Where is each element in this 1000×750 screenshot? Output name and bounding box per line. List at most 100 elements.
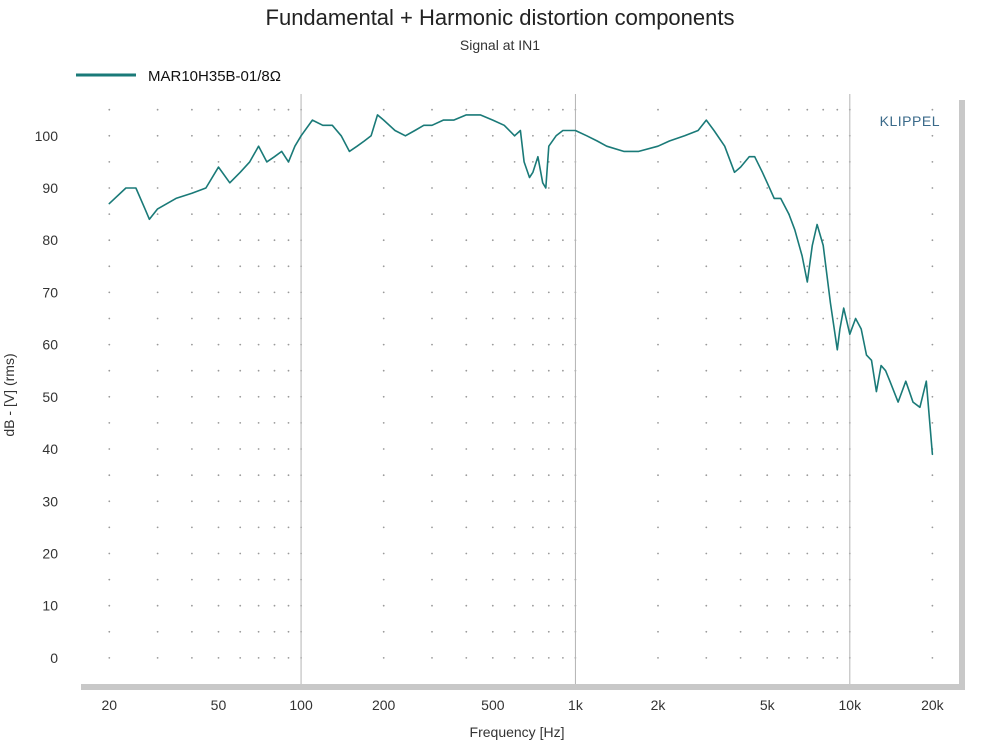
grid-dot: [532, 604, 534, 607]
grid-dot: [156, 239, 159, 242]
grid-dot: [836, 448, 839, 450]
y-tick-label: 50: [42, 389, 58, 405]
grid-dot: [562, 657, 564, 659]
x-tick-label: 20: [101, 697, 117, 713]
grid-dot: [836, 134, 839, 137]
grid-dot: [431, 474, 433, 477]
grid-dot: [931, 213, 934, 216]
grid-dot: [788, 395, 790, 398]
grid-dot: [239, 187, 242, 189]
grid-dot: [532, 161, 534, 163]
grid-dot: [766, 604, 769, 607]
grid-dot: [532, 108, 534, 111]
grid-dot: [547, 657, 550, 659]
grid-dot: [739, 630, 742, 633]
grid-dot: [191, 187, 193, 189]
grid-dot: [287, 448, 290, 450]
grid-dot: [257, 291, 260, 294]
grid-dot: [382, 108, 385, 111]
grid-dot: [239, 448, 242, 450]
grid-dot: [108, 500, 111, 503]
grid-dot: [191, 657, 193, 659]
grid-dot: [806, 343, 809, 346]
grid-dot: [788, 369, 790, 372]
grid-dot: [532, 187, 534, 189]
grid-dot: [513, 108, 516, 111]
grid-dot: [788, 657, 790, 659]
grid-dot: [191, 500, 193, 503]
grid-dot: [217, 213, 220, 216]
grid-dot: [491, 422, 494, 424]
grid-dot: [156, 500, 159, 503]
grid-dot: [788, 422, 790, 424]
grid-dot: [239, 474, 242, 477]
grid-dot: [836, 395, 839, 398]
grid-dot: [657, 369, 659, 372]
grid-dot: [382, 317, 385, 320]
grid-dot: [491, 552, 494, 555]
grid-dot: [156, 526, 159, 529]
grid-dot: [836, 108, 839, 111]
grid-dot: [766, 291, 769, 294]
grid-dot: [836, 369, 839, 372]
grid-dot: [788, 161, 790, 163]
grid-dot: [806, 134, 809, 137]
grid-dot: [788, 239, 790, 242]
grid-dot: [739, 239, 742, 242]
grid-dot: [822, 239, 825, 242]
grid-dot: [766, 317, 769, 320]
grid-dot: [657, 317, 659, 320]
grid-dot: [836, 526, 839, 529]
grid-dot: [491, 395, 494, 398]
grid-dot: [257, 161, 260, 163]
grid-dot: [431, 134, 433, 137]
grid-dot: [806, 630, 809, 633]
grid-dot: [788, 291, 790, 294]
grid-dot: [382, 474, 385, 477]
grid-dot: [273, 369, 276, 372]
grid-dot: [547, 604, 550, 607]
grid-dot: [931, 187, 934, 189]
grid-dot: [156, 187, 159, 189]
grid-dot: [382, 343, 385, 346]
grid-dot: [513, 448, 516, 450]
grid-dot: [382, 265, 385, 268]
grid-dot: [931, 108, 934, 111]
grid-dot: [239, 343, 242, 346]
grid-dot: [108, 134, 111, 137]
grid-dot: [547, 474, 550, 477]
grid-dot: [108, 317, 111, 320]
grid-dot: [287, 265, 290, 268]
grid-dot: [491, 526, 494, 529]
grid-dot: [217, 291, 220, 294]
grid-dot: [108, 108, 111, 111]
grid-dot: [382, 213, 385, 216]
grid-dot: [513, 604, 516, 607]
grid-dot: [465, 265, 468, 268]
grid-dot: [287, 500, 290, 503]
grid-dot: [513, 291, 516, 294]
grid-dot: [788, 265, 790, 268]
grid-dot: [257, 213, 260, 216]
grid-dot: [431, 161, 433, 163]
grid-dot: [156, 422, 159, 424]
grid-dot: [491, 213, 494, 216]
grid-dot: [287, 291, 290, 294]
grid-dot: [217, 500, 220, 503]
grid-dot: [532, 630, 534, 633]
grid-dot: [822, 291, 825, 294]
grid-dot: [766, 161, 769, 163]
grid-dot: [273, 395, 276, 398]
grid-dot: [562, 369, 564, 372]
grid-dot: [806, 448, 809, 450]
grid-dot: [532, 265, 534, 268]
grid-dot: [766, 526, 769, 529]
grid-dot: [191, 474, 193, 477]
grid-dot: [836, 422, 839, 424]
grid-dot: [788, 526, 790, 529]
grid-dot: [547, 108, 550, 111]
grid-dot: [836, 630, 839, 633]
grid-dot: [513, 239, 516, 242]
grid-dot: [257, 265, 260, 268]
grid-dot: [788, 474, 790, 477]
